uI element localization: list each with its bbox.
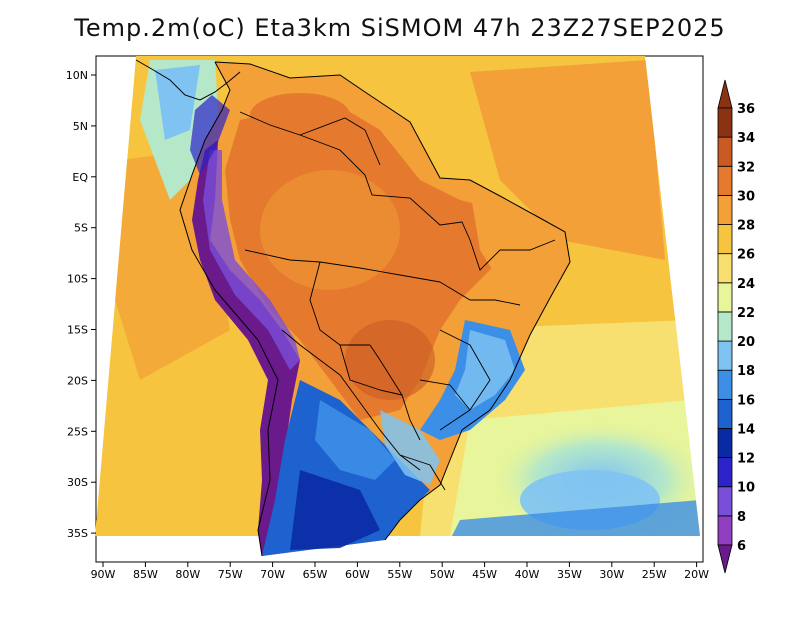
border-brazil-peru <box>244 249 441 283</box>
land-hot-venezuela <box>250 93 350 137</box>
lat-tick-label: EQ <box>72 171 88 184</box>
andes-blue <box>203 150 300 370</box>
lat-tick-label: 5N <box>73 120 88 133</box>
southern-cold-band <box>450 500 700 536</box>
colorbar-label: 8 <box>737 510 746 525</box>
colorbar-label: 28 <box>737 219 755 234</box>
colorbar-label: 10 <box>737 481 755 496</box>
border-brazil-west <box>369 344 421 441</box>
colorbar-swatch <box>717 486 733 517</box>
land-northeast <box>470 190 565 300</box>
lon-tick-label: 90W <box>91 568 116 581</box>
colorbar-label: 20 <box>737 335 755 350</box>
lon-tick-label: 30W <box>599 568 624 581</box>
colorbar-swatch <box>717 165 733 196</box>
lon-tick-label: 55W <box>387 568 412 581</box>
latitude-axis: 10N 5N EQ 5S 10S 15S 20S 25S 30S 35S <box>66 69 96 540</box>
patagonia-cold <box>290 470 380 550</box>
lon-tick-label: 65W <box>303 568 328 581</box>
lon-tick-label: 85W <box>133 568 158 581</box>
lat-tick-label: 35S <box>67 527 88 540</box>
border-states-3 <box>439 329 491 431</box>
lon-tick-label: 60W <box>345 568 370 581</box>
colorbar-swatch <box>717 224 733 255</box>
colorbar-label: 30 <box>737 189 755 204</box>
border-bolivia <box>309 261 370 346</box>
south-brazil-cool <box>380 410 440 485</box>
colorbar-label: 6 <box>737 539 746 554</box>
lat-tick-label: 30S <box>67 476 88 489</box>
border-north <box>239 111 471 241</box>
longitude-axis: 90W 85W 80W 75W 70W 65W 60W 55W 50W 45W 40W 35W 30W 2… <box>91 562 709 581</box>
country-borders <box>239 111 556 491</box>
lat-tick-label: 15S <box>67 324 88 337</box>
colorbar-swatch <box>717 253 733 284</box>
lat-tick-label: 10S <box>67 273 88 286</box>
warm-atlantic <box>470 60 665 260</box>
colorbar-swatch <box>717 398 733 429</box>
lon-tick-label: 35W <box>557 568 582 581</box>
colorbar-label: 16 <box>737 393 755 408</box>
colorbar-top-arrow <box>717 79 733 109</box>
land-hot-patches <box>260 170 400 290</box>
lon-tick-label: 25W <box>642 568 667 581</box>
colorbar-swatch <box>717 428 733 459</box>
border-states-4 <box>419 379 471 411</box>
andes-cold <box>192 140 300 556</box>
lon-tick-label: 70W <box>260 568 285 581</box>
map-title: Temp.2m(oC) Eta3km SiSMOM 47h 23Z27SEP20… <box>74 14 726 42</box>
colorbar-swatch <box>717 282 733 313</box>
border-argentina-chile <box>281 329 421 471</box>
colorbar-label: 32 <box>737 160 755 175</box>
colorbar-label: 34 <box>737 131 755 146</box>
lat-tick-label: 5S <box>74 222 88 235</box>
colorbar-swatch <box>717 515 733 546</box>
lon-tick-label: 75W <box>218 568 243 581</box>
land-highlands-light <box>455 330 515 410</box>
colorbar-bottom-arrow <box>717 544 733 574</box>
colorbar: 6 8 10 12 14 16 18 20 22 24 26 28 30 32 34 36 <box>717 79 755 574</box>
border-guianas <box>299 117 381 166</box>
land-hottest-chaco <box>345 320 435 400</box>
lat-tick-label: 25S <box>67 425 88 438</box>
lon-tick-label: 80W <box>175 568 200 581</box>
pampas-cool <box>315 400 395 480</box>
colorbar-swatch <box>717 311 733 342</box>
border-uruguay <box>399 454 446 491</box>
colorbar-label: 18 <box>737 364 755 379</box>
land-hot-amazon <box>225 100 520 420</box>
lat-tick-label: 10N <box>66 69 88 82</box>
lon-tick-label: 45W <box>472 568 497 581</box>
colorbar-swatch <box>717 457 733 488</box>
colorbar-swatch <box>717 194 733 225</box>
coastline <box>179 61 571 557</box>
andes-north <box>190 95 230 175</box>
colorbar-swatch <box>717 369 733 400</box>
lat-tick-label: 20S <box>67 374 88 387</box>
colorbar-swatch <box>717 107 733 138</box>
border-states-2 <box>469 239 556 271</box>
colorbar-label: 12 <box>737 452 755 467</box>
lon-tick-label: 40W <box>515 568 540 581</box>
lon-tick-label: 50W <box>430 568 455 581</box>
colorbar-swatch <box>717 136 733 167</box>
lon-tick-label: 20W <box>684 568 709 581</box>
colorbar-label: 22 <box>737 306 755 321</box>
colorbar-label: 36 <box>737 102 755 117</box>
central-america-coast <box>135 59 241 101</box>
cool-pacific-core <box>155 65 200 140</box>
colorbar-swatch <box>717 340 733 371</box>
border-states-1 <box>439 281 521 306</box>
colorbar-label: 14 <box>737 422 755 437</box>
continent-land <box>180 62 570 556</box>
colorbar-label: 26 <box>737 248 755 263</box>
pacific-south-edge <box>95 520 260 536</box>
colorbar-label: 24 <box>737 277 755 292</box>
border-paraguay <box>339 344 403 396</box>
